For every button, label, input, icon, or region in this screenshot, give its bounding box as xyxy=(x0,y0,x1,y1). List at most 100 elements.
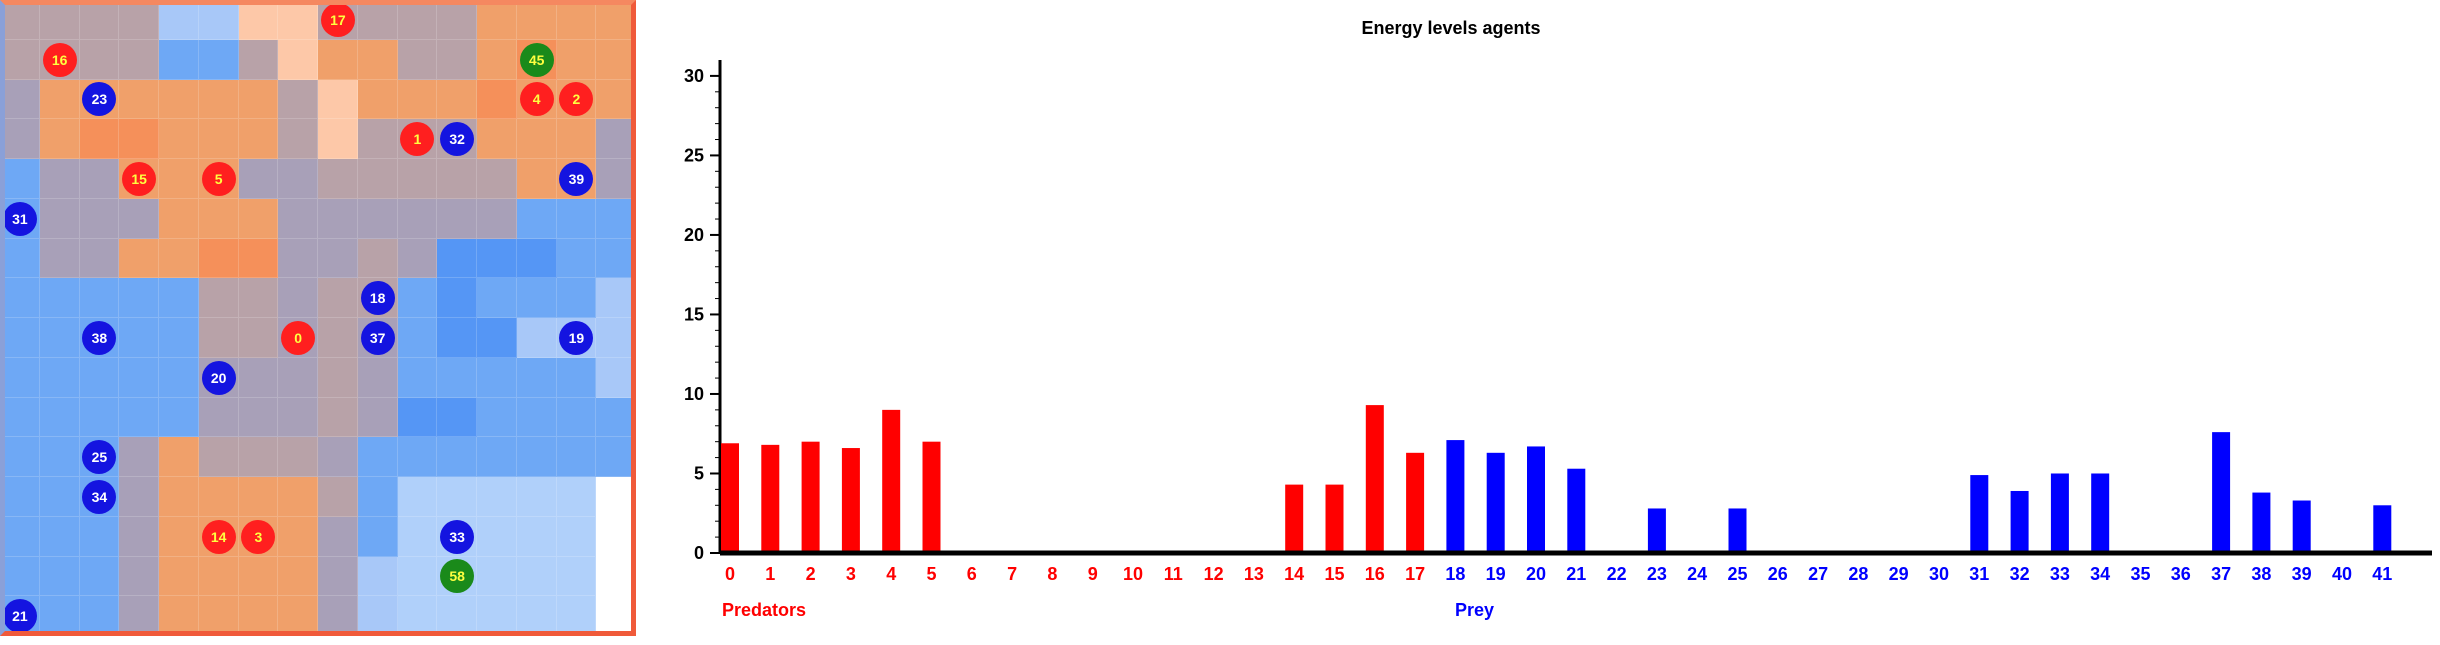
y-tick-label: 30 xyxy=(684,66,704,86)
grid-cell xyxy=(39,596,80,636)
grid-cell xyxy=(357,198,398,239)
predator-agent: 2 xyxy=(559,82,594,117)
grid-cell xyxy=(238,119,279,159)
grid-frame xyxy=(0,0,636,636)
grid-cell xyxy=(357,397,398,438)
predator-agent: 1 xyxy=(400,122,435,157)
predator-agent: 15 xyxy=(122,161,157,196)
grid-cell xyxy=(596,397,636,438)
grid-cell xyxy=(79,119,120,159)
grid-cell xyxy=(397,39,438,80)
grid-cell xyxy=(397,397,438,438)
predator-agent: 17 xyxy=(320,2,355,37)
grid-cell xyxy=(39,0,80,40)
prey-bar xyxy=(2050,473,2069,553)
y-axis: 0 5 10 15 20 25 30 xyxy=(684,60,722,563)
grid-cell xyxy=(318,477,358,517)
bars xyxy=(720,405,2432,556)
grid-cell xyxy=(437,238,477,279)
grid-cell xyxy=(556,39,597,80)
prey-agent: 37 xyxy=(360,320,395,355)
grid-cell xyxy=(556,0,597,40)
grid-cell xyxy=(397,278,438,318)
grid-cell xyxy=(516,397,557,438)
prey-bar xyxy=(1527,446,1545,553)
x-tick-label: 14 xyxy=(1284,564,1304,584)
grid-cell xyxy=(39,278,80,318)
prey-bar xyxy=(1486,452,1505,553)
x-tick-label: 13 xyxy=(1244,564,1264,584)
predator-agent: 4 xyxy=(519,82,554,117)
grid-cell xyxy=(238,397,279,438)
grid-cell xyxy=(119,238,159,279)
grid-cell xyxy=(357,159,398,199)
y-tick-label: 20 xyxy=(684,225,704,245)
grid-cell xyxy=(278,79,318,120)
grid-cell xyxy=(238,278,279,318)
x-tick-labels: 0 1 2 3 4 5 6 7 8 9 10 11 12 13 14 15 16 17 18 19 20 21 22 23 24… xyxy=(725,564,2392,584)
grid-cell xyxy=(119,516,159,557)
grid-cell xyxy=(238,159,279,199)
grid-cell xyxy=(318,159,358,199)
grid-cell xyxy=(596,437,636,477)
grid-cell xyxy=(437,198,477,239)
grid-cell xyxy=(477,39,517,80)
grid-cell xyxy=(397,159,438,199)
prey-agent: 21 xyxy=(2,599,37,634)
x-tick-label: 9 xyxy=(1088,564,1098,584)
prey-bar xyxy=(1567,468,1586,553)
x-tick-label: 0 xyxy=(725,564,735,584)
prey-agent: 23 xyxy=(82,82,117,117)
x-tick-label: 38 xyxy=(2251,564,2271,584)
grid-cell xyxy=(516,556,557,597)
predator-bar xyxy=(1365,405,1384,553)
x-tick-label: 27 xyxy=(1808,564,1828,584)
prey-bar xyxy=(2252,492,2271,553)
grid-cell xyxy=(0,318,40,358)
grid-cell xyxy=(516,477,557,517)
grid-cell xyxy=(357,39,398,80)
grid-cell xyxy=(278,477,318,517)
prey-agent: 38 xyxy=(82,320,117,355)
grid-cell xyxy=(437,39,477,80)
grid-cell xyxy=(556,516,597,557)
x-tick-label: 6 xyxy=(967,564,977,584)
grid-cell xyxy=(0,39,40,80)
grid-cell xyxy=(477,516,517,557)
grid-cell xyxy=(0,477,40,517)
grid-cell xyxy=(0,238,40,279)
grid-cell xyxy=(119,357,159,398)
grid-cell xyxy=(397,357,438,398)
grid-cell xyxy=(397,0,438,40)
legend-prey: Prey xyxy=(1455,600,1494,620)
grid-cell xyxy=(119,397,159,438)
grid-cell xyxy=(0,278,40,318)
x-tick-label: 15 xyxy=(1324,564,1344,584)
predator-bar xyxy=(1285,484,1304,553)
grid-cell xyxy=(596,556,636,597)
grid-cell xyxy=(79,556,120,597)
predator-bar xyxy=(841,448,860,553)
grid-cell xyxy=(318,556,358,597)
prey-bar xyxy=(1728,508,1747,553)
grid-cell xyxy=(357,0,398,40)
x-tick-label: 12 xyxy=(1204,564,1224,584)
grid-cell xyxy=(159,357,199,398)
x-tick-label: 40 xyxy=(2332,564,2352,584)
x-tick-label: 8 xyxy=(1047,564,1057,584)
grid-cell xyxy=(198,0,239,40)
y-tick-label: 5 xyxy=(694,463,704,483)
x-tick-label: 25 xyxy=(1727,564,1747,584)
grid-cell xyxy=(79,278,120,318)
grid-cell xyxy=(556,238,597,279)
grid-cell xyxy=(516,437,557,477)
grid-cell xyxy=(437,357,477,398)
prey-agent: 34 xyxy=(82,479,117,514)
predator-bar xyxy=(922,441,941,553)
prey-agent: 18 xyxy=(360,281,395,316)
grid-cell xyxy=(397,198,438,239)
prey-agent: 19 xyxy=(559,320,594,355)
grid-cell xyxy=(119,318,159,358)
grid-cell xyxy=(159,159,199,199)
grid-cell xyxy=(318,79,358,120)
